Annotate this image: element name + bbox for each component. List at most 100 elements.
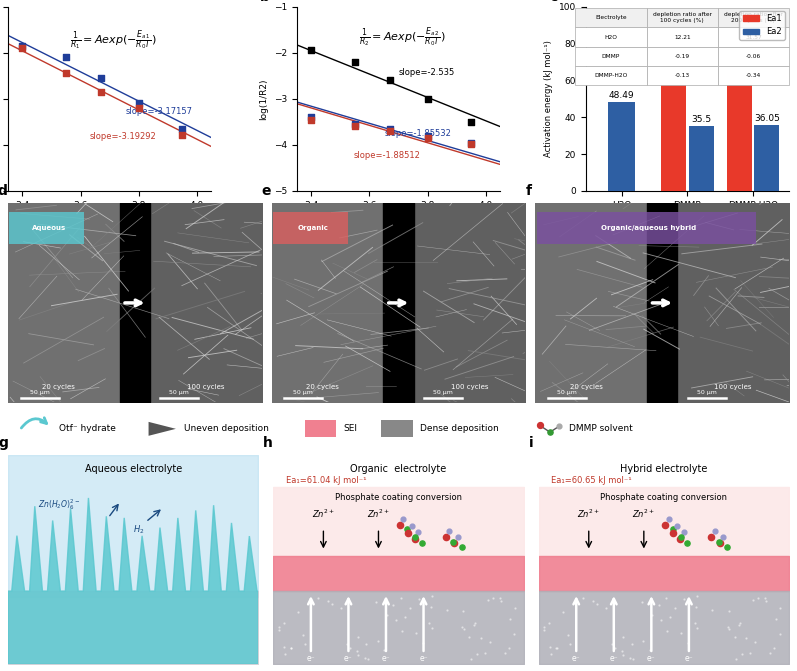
Text: e⁻: e⁻ bbox=[572, 654, 580, 663]
Text: Ea₁=60.65 kJ mol⁻¹: Ea₁=60.65 kJ mol⁻¹ bbox=[552, 476, 632, 485]
Point bbox=[393, 520, 406, 531]
Point bbox=[465, 117, 477, 127]
Point bbox=[553, 421, 566, 431]
Point bbox=[709, 525, 721, 536]
Text: 50 μm: 50 μm bbox=[169, 390, 189, 395]
Text: Aqueous electrolyte: Aqueous electrolyte bbox=[84, 464, 182, 474]
Point bbox=[674, 531, 687, 542]
FancyBboxPatch shape bbox=[10, 212, 84, 244]
Point bbox=[452, 531, 465, 542]
Point bbox=[421, 93, 434, 104]
Point bbox=[402, 527, 414, 538]
Point bbox=[95, 87, 108, 97]
Text: $\frac{1}{R_2} = Aexp(-\frac{E_{a2}}{R_0T})$: $\frac{1}{R_2} = Aexp(-\frac{E_{a2}}{R_0… bbox=[359, 25, 446, 49]
Point bbox=[455, 541, 468, 552]
Y-axis label: Activation energy (kJ mol⁻¹): Activation energy (kJ mol⁻¹) bbox=[544, 40, 553, 157]
Polygon shape bbox=[148, 422, 176, 435]
Text: d: d bbox=[0, 185, 8, 199]
Legend: Ea1, Ea2: Ea1, Ea2 bbox=[740, 11, 785, 40]
Point bbox=[673, 533, 686, 544]
Bar bbox=[689, 125, 713, 191]
Point bbox=[544, 427, 556, 437]
Point bbox=[348, 56, 361, 67]
Text: Organic  electrolyte: Organic electrolyte bbox=[351, 464, 446, 474]
Text: 50 μm: 50 μm bbox=[29, 390, 49, 395]
Text: $Zn^{2+}$: $Zn^{2+}$ bbox=[312, 507, 335, 520]
Text: DMMP solvent: DMMP solvent bbox=[569, 424, 633, 433]
Point bbox=[720, 541, 733, 552]
Point bbox=[713, 536, 725, 547]
Point bbox=[671, 521, 684, 531]
Point bbox=[421, 130, 434, 141]
Point bbox=[383, 125, 396, 136]
Text: Uneven deposition: Uneven deposition bbox=[183, 424, 269, 433]
Text: 20 cycles: 20 cycles bbox=[306, 384, 339, 390]
Text: 20 cycles: 20 cycles bbox=[570, 384, 603, 390]
Text: Aqueous: Aqueous bbox=[32, 225, 66, 231]
Text: f: f bbox=[525, 185, 532, 199]
Point bbox=[60, 68, 73, 79]
Text: e⁻: e⁻ bbox=[344, 654, 353, 663]
Point bbox=[705, 532, 717, 543]
X-axis label: 1000/T (K⁻¹): 1000/T (K⁻¹) bbox=[82, 215, 137, 224]
Text: slope=-2.535: slope=-2.535 bbox=[398, 68, 455, 77]
Point bbox=[447, 536, 460, 547]
Text: 100 cycles: 100 cycles bbox=[714, 384, 752, 390]
Text: slope=-3.17157: slope=-3.17157 bbox=[126, 107, 193, 115]
Point bbox=[717, 531, 730, 542]
Text: $\frac{1}{R_1} = Aexp(-\frac{E_{a1}}{R_0T})$: $\frac{1}{R_1} = Aexp(-\frac{E_{a1}}{R_0… bbox=[70, 28, 157, 52]
Polygon shape bbox=[8, 498, 258, 664]
Text: 50 μm: 50 μm bbox=[433, 390, 453, 395]
Text: 36.05: 36.05 bbox=[754, 114, 779, 123]
Text: 20 cycles: 20 cycles bbox=[42, 384, 75, 390]
Text: $Zn^{2+}$: $Zn^{2+}$ bbox=[577, 507, 600, 520]
Bar bbox=[727, 79, 752, 191]
Y-axis label: log(1/R2): log(1/R2) bbox=[259, 78, 269, 119]
Text: i: i bbox=[528, 436, 533, 450]
Point bbox=[305, 45, 318, 56]
Text: e⁻: e⁻ bbox=[610, 654, 618, 663]
Point bbox=[533, 420, 546, 431]
Text: g: g bbox=[0, 436, 8, 450]
Text: 61.04: 61.04 bbox=[661, 68, 686, 77]
Point bbox=[443, 525, 456, 536]
Text: slope=-3.19292: slope=-3.19292 bbox=[89, 132, 156, 142]
Text: $Zn^{2+}$: $Zn^{2+}$ bbox=[367, 507, 390, 520]
Bar bbox=[381, 421, 413, 437]
Text: 50 μm: 50 μm bbox=[697, 390, 717, 395]
Text: Otf⁻ hydrate: Otf⁻ hydrate bbox=[59, 424, 116, 433]
Text: $Zn^{2+}$: $Zn^{2+}$ bbox=[632, 507, 655, 520]
Point bbox=[348, 121, 361, 132]
Point bbox=[448, 537, 461, 548]
Point bbox=[305, 112, 318, 123]
Bar bbox=[608, 101, 635, 191]
Text: Organic/aqueous hybrid: Organic/aqueous hybrid bbox=[602, 225, 697, 231]
Point bbox=[383, 123, 396, 134]
Point bbox=[677, 527, 690, 538]
Point bbox=[667, 527, 680, 538]
Point bbox=[713, 537, 726, 548]
X-axis label: 1000/T (K⁻¹): 1000/T (K⁻¹) bbox=[371, 215, 426, 224]
Text: SEI: SEI bbox=[344, 424, 358, 433]
Text: 50 μm: 50 μm bbox=[557, 390, 577, 395]
Text: slope=-1.85532: slope=-1.85532 bbox=[384, 129, 451, 138]
Text: Hybrid electrolyte: Hybrid electrolyte bbox=[620, 464, 708, 474]
Point bbox=[60, 52, 73, 62]
Point bbox=[383, 75, 396, 86]
Text: Ea₁=61.04 kJ mol⁻¹: Ea₁=61.04 kJ mol⁻¹ bbox=[286, 476, 367, 485]
Point bbox=[421, 133, 434, 144]
Text: e⁻: e⁻ bbox=[419, 654, 428, 663]
Point bbox=[662, 513, 675, 524]
Point bbox=[658, 520, 671, 531]
Text: e⁻: e⁻ bbox=[382, 654, 391, 663]
Point bbox=[305, 114, 318, 125]
Point bbox=[132, 103, 145, 113]
Text: e: e bbox=[261, 185, 271, 199]
Point bbox=[409, 531, 422, 542]
Text: h: h bbox=[263, 436, 273, 450]
Text: 60.65: 60.65 bbox=[726, 68, 752, 78]
Text: e⁻: e⁻ bbox=[307, 654, 315, 663]
Point bbox=[348, 119, 361, 130]
Point bbox=[666, 524, 679, 535]
Point bbox=[16, 43, 29, 54]
